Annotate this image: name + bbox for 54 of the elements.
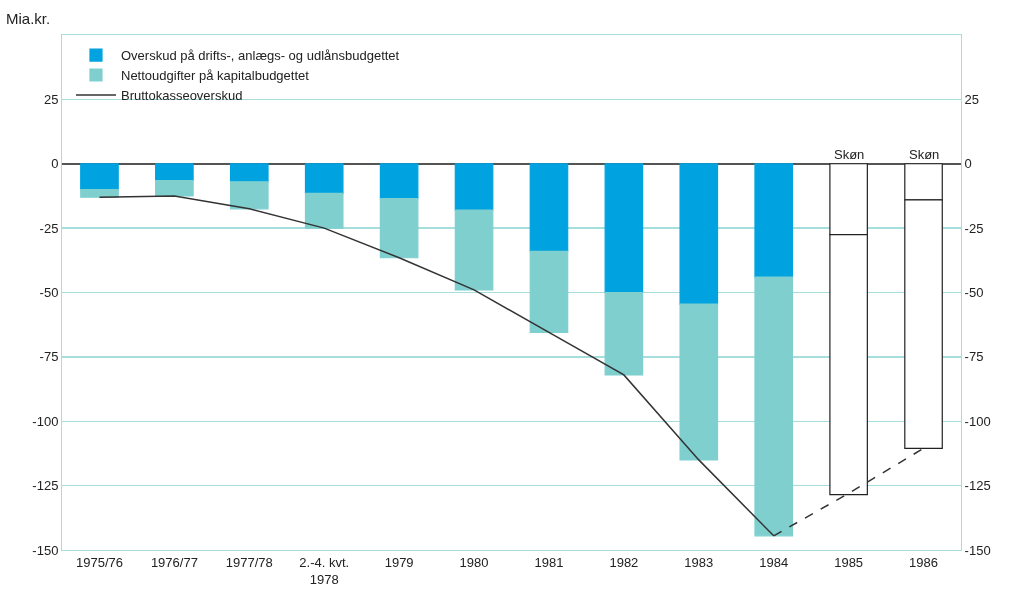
x-tick-label: 1984 (759, 554, 789, 570)
y2-tick-label: -125 (964, 478, 991, 494)
bar (229, 181, 269, 210)
y-axis-title: Mia.kr. (6, 10, 51, 27)
bar (529, 163, 569, 252)
x-tick-label: 2.-4. kvt. 1978 (299, 554, 350, 587)
x-tick-label: 1980 (459, 554, 489, 570)
bar (529, 250, 569, 334)
bar (754, 163, 794, 278)
x-tick-label: 1976/77 (150, 554, 198, 570)
bar (754, 276, 794, 537)
y-tick-label: -100 (32, 413, 59, 429)
y-tick-label: -75 (39, 349, 59, 365)
bar (604, 163, 644, 294)
bar (679, 303, 719, 461)
annotation: Skøn (834, 147, 865, 162)
bar (155, 179, 194, 197)
annotation: Skøn (909, 147, 940, 162)
x-tick-label: 1981 (534, 554, 564, 570)
legend-label: Nettoudgifter på kapitalbudgettet (120, 68, 310, 84)
x-tick-label: 1982 (609, 554, 639, 570)
bar (80, 163, 119, 191)
bar (155, 163, 194, 182)
bar (80, 188, 119, 198)
bar (379, 197, 419, 259)
y2-tick-label: 25 (964, 91, 980, 107)
y-tick-label: -50 (39, 285, 59, 301)
y-tick-label: -150 (32, 542, 59, 558)
bar (604, 291, 644, 376)
x-tick-label: 1985 (834, 554, 864, 570)
y2-tick-label: -150 (964, 542, 991, 558)
bar (229, 163, 269, 183)
bar (304, 192, 344, 229)
bar (454, 209, 494, 291)
x-tick-label: 1986 (909, 554, 938, 570)
bar (304, 163, 344, 194)
y2-tick-label: -100 (964, 413, 991, 429)
x-tick-label: 1975/76 (75, 554, 123, 570)
x-tick-label: 1977/78 (225, 554, 273, 570)
y2-tick-label: -25 (964, 220, 984, 236)
y-tick-label: -25 (39, 220, 59, 236)
y-tick-label: 0 (51, 156, 59, 172)
bar (379, 163, 419, 200)
y2-tick-label: 0 (964, 156, 972, 172)
bar (679, 163, 719, 305)
bar (454, 163, 494, 211)
x-tick-label: 1983 (684, 554, 714, 570)
legend-label: Overskud på drifts-, anlægs- og udlånsbudgettet (120, 48, 400, 64)
y-tick-label: 25 (43, 91, 59, 107)
y2-tick-label: -50 (964, 285, 984, 301)
y2-tick-label: -75 (964, 349, 984, 365)
legend-label: Bruttokasseoverskud (120, 87, 243, 103)
y-tick-label: -125 (32, 478, 59, 494)
x-tick-label: 1979 (384, 554, 414, 570)
